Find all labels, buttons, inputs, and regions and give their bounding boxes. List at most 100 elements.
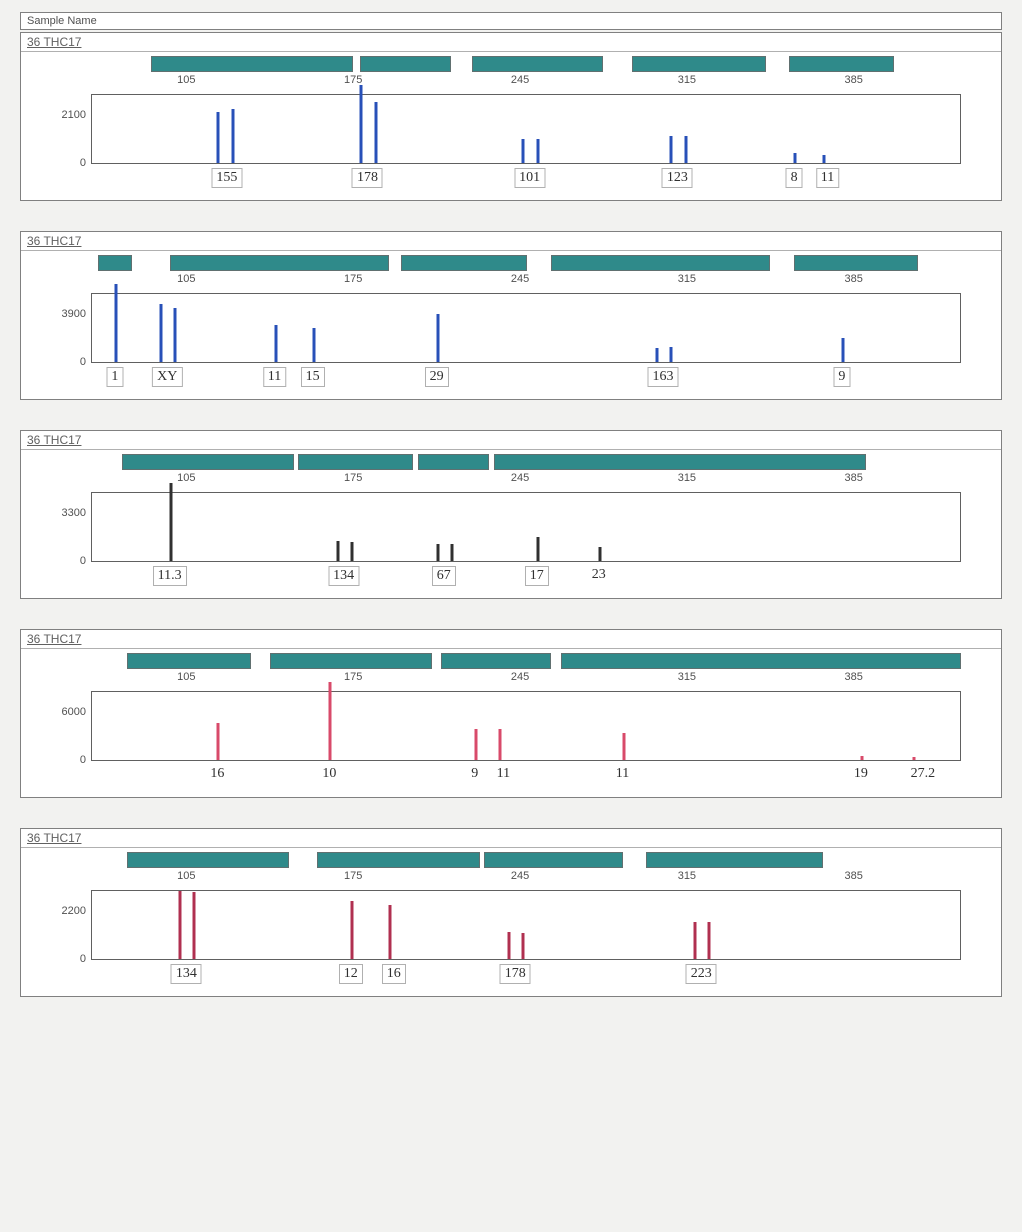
peak: [169, 483, 172, 561]
allele-call: 155: [211, 168, 242, 188]
peak: [336, 541, 339, 561]
x-tick-label: 105: [177, 671, 195, 683]
y-tick-hi: 3900: [36, 308, 86, 320]
x-tick-label: 245: [511, 870, 529, 882]
peak: [450, 544, 453, 561]
x-tick-label: 315: [678, 671, 696, 683]
marker-bar: [472, 56, 603, 72]
peak: [655, 348, 658, 362]
allele-call: 134: [328, 566, 359, 586]
allele-call: XY: [152, 367, 182, 387]
marker-bar: [360, 56, 451, 72]
panel-title: 36 THC17: [21, 431, 1001, 450]
panel-title: 36 THC17: [21, 829, 1001, 848]
marker-bar: [418, 454, 490, 470]
allele-call: 17: [525, 566, 549, 586]
plot-area: 22000: [91, 890, 961, 960]
allele-call: 12: [339, 964, 363, 984]
x-tick-label: 245: [511, 472, 529, 484]
x-tick-label: 385: [845, 273, 863, 285]
x-tick-label: 385: [845, 870, 863, 882]
peak: [536, 537, 539, 561]
marker-bar: [494, 454, 866, 470]
allele-call: 163: [648, 367, 679, 387]
peak: [498, 729, 501, 760]
peak: [841, 338, 844, 362]
peak: [174, 308, 177, 362]
peak: [231, 109, 234, 163]
x-tick-label: 315: [678, 74, 696, 86]
peak: [913, 757, 916, 760]
peak: [670, 347, 673, 362]
allele-call: 11: [493, 765, 514, 783]
x-tick-label: 105: [177, 472, 195, 484]
x-tick-label: 175: [344, 472, 362, 484]
marker-bar: [561, 653, 961, 669]
peak: [598, 547, 601, 561]
allele-call: 178: [500, 964, 531, 984]
peak: [274, 325, 277, 362]
x-tick-label: 385: [845, 472, 863, 484]
marker-bar-row: [91, 56, 961, 74]
peak: [474, 729, 477, 760]
marker-bar: [484, 852, 622, 868]
peak: [217, 723, 220, 760]
allele-call: 11: [816, 168, 839, 188]
x-tick-label: 105: [177, 870, 195, 882]
y-tick-hi: 6000: [36, 706, 86, 718]
x-tick-label: 175: [344, 671, 362, 683]
peak: [360, 85, 363, 163]
plot-wrap: 60000: [91, 691, 991, 761]
marker-bar: [298, 454, 412, 470]
marker-bar-row: [91, 852, 961, 870]
peak: [622, 733, 625, 760]
allele-call: 223: [686, 964, 717, 984]
allele-call: 27.2: [907, 765, 940, 783]
marker-bar: [122, 454, 294, 470]
x-tick-label: 245: [511, 273, 529, 285]
marker-bar-row: [91, 454, 961, 472]
plot-area: 33000: [91, 492, 961, 562]
y-tick-lo: 0: [36, 754, 86, 766]
electropherogram-panel: 36 THC1710517524531538521000155178101123…: [20, 32, 1002, 201]
peak: [436, 544, 439, 561]
panel-title: 36 THC17: [21, 232, 1001, 251]
x-tick-label: 315: [678, 472, 696, 484]
peak: [436, 314, 439, 362]
plot-wrap: 39000: [91, 293, 991, 363]
peak: [708, 922, 711, 959]
x-tick-label: 105: [177, 273, 195, 285]
marker-bar: [151, 56, 354, 72]
allele-call: 9: [833, 367, 850, 387]
peak: [193, 892, 196, 959]
allele-row: 1341216178223: [91, 964, 961, 988]
x-tick-label: 385: [845, 74, 863, 86]
peak: [522, 139, 525, 163]
allele-call: 16: [206, 765, 228, 783]
allele-row: 11.3134671723: [91, 566, 961, 590]
x-tick-label: 175: [344, 870, 362, 882]
peak: [388, 905, 391, 959]
x-tick-label: 245: [511, 74, 529, 86]
marker-bar: [401, 255, 527, 271]
peak: [374, 102, 377, 163]
allele-call: 123: [662, 168, 693, 188]
allele-call: 16: [382, 964, 406, 984]
x-axis-row: 105175245315385: [91, 273, 961, 291]
peak: [694, 922, 697, 959]
marker-bar-row: [91, 255, 961, 273]
marker-bar: [646, 852, 822, 868]
peak: [312, 328, 315, 362]
allele-call: 11: [263, 367, 286, 387]
x-tick-label: 175: [344, 273, 362, 285]
x-tick-label: 315: [678, 870, 696, 882]
peak: [670, 136, 673, 163]
peak: [217, 112, 220, 163]
y-tick-lo: 0: [36, 953, 86, 965]
header-label: Sample Name: [27, 15, 97, 27]
marker-bar: [170, 255, 389, 271]
panel-title: 36 THC17: [21, 630, 1001, 649]
x-axis-row: 105 175 245 315 385: [91, 472, 961, 490]
plot-wrap: 22000: [91, 890, 991, 960]
plot-wrap: 21000: [91, 94, 991, 164]
